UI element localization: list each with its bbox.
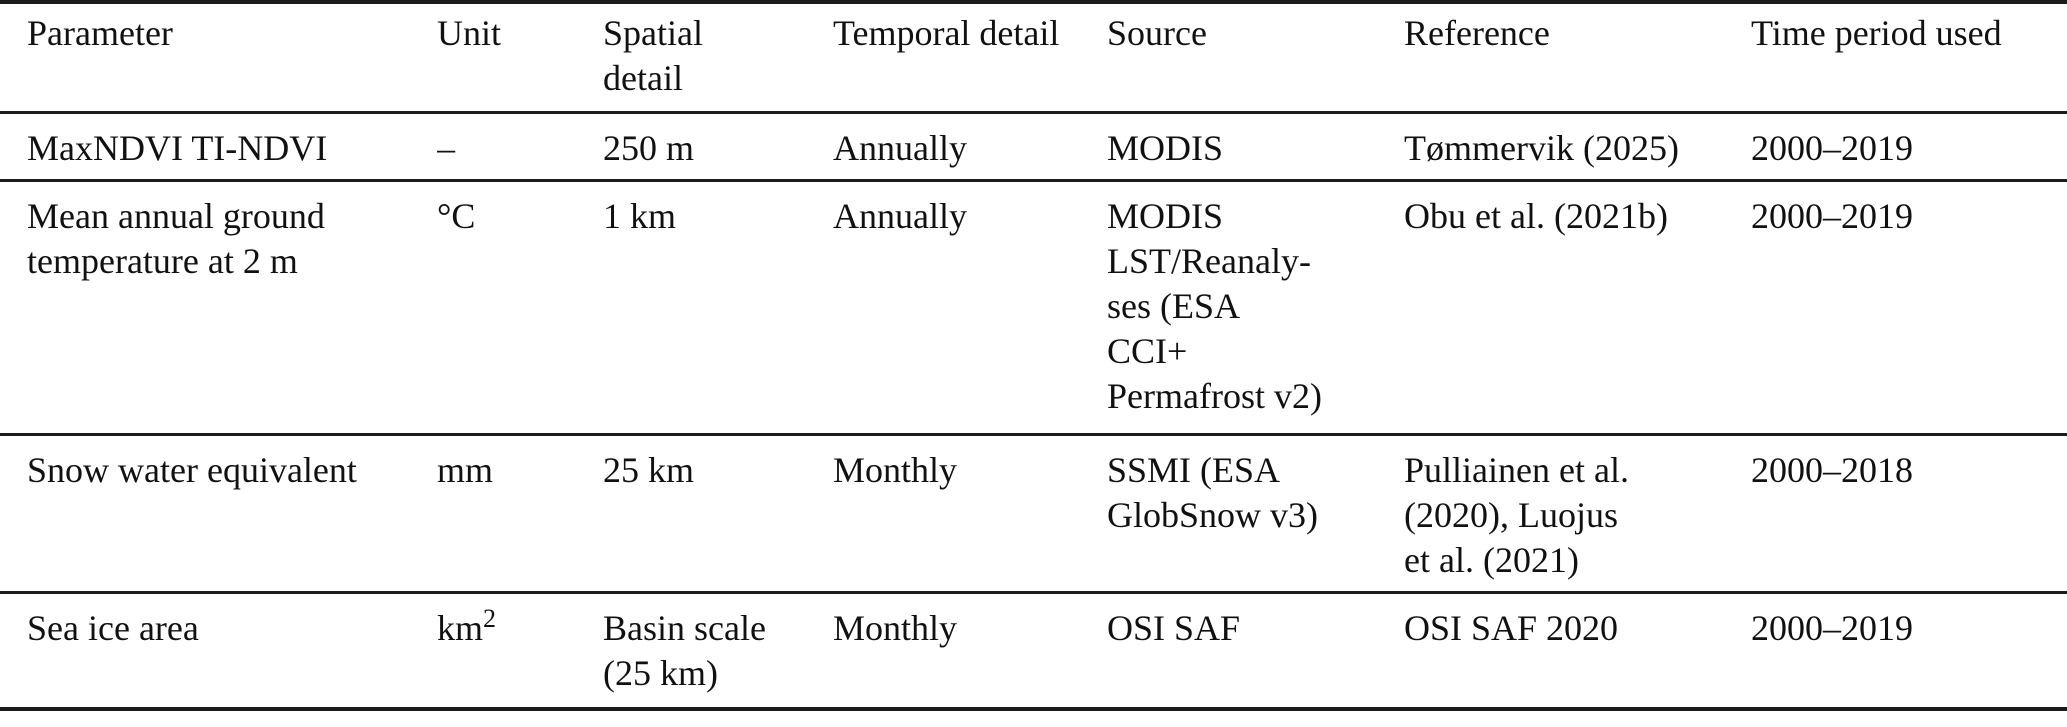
cell-source: OSI SAF <box>1107 607 1241 648</box>
cell-spatial: 25 km <box>603 449 695 490</box>
table-header-row: Parameter Unit Spatial detail Temporal d… <box>0 2 2067 112</box>
cell-unit: km2 <box>437 592 603 709</box>
cell-source: MODIS <box>1107 127 1224 168</box>
column-header-source: Source <box>1107 13 1207 53</box>
cell-temporal: Monthly <box>833 607 958 648</box>
cell-spatial: 1 km <box>603 195 677 236</box>
cell-parameter: MaxNDVI TI-NDVI <box>27 127 328 168</box>
column-header-unit: Unit <box>437 13 502 53</box>
cell-spatial: 250 m <box>603 127 695 168</box>
cell-reference: Obu et al. (2021b) <box>1404 195 1668 236</box>
cell-time-period: 2000–2019 <box>1751 195 1913 236</box>
parameters-table: Parameter Unit Spatial detail Temporal d… <box>0 0 2067 711</box>
column-header-reference: Reference <box>1404 13 1550 53</box>
column-header-spatial: Spatial detail <box>603 13 703 98</box>
table-row-ground-temperature: Mean annual ground temperature at 2 m °C… <box>0 180 2067 434</box>
cell-unit: mm <box>437 449 494 490</box>
cell-reference: Tømmervik (2025) <box>1404 127 1679 168</box>
column-header-time-period: Time period used <box>1751 13 2002 53</box>
cell-time-period: 2000–2018 <box>1751 449 1913 490</box>
cell-parameter: Mean annual ground temperature at 2 m <box>27 195 325 281</box>
table-row-snow-water-equivalent: Snow water equivalent mm 25 km Monthly S… <box>0 434 2067 592</box>
cell-temporal: Annually <box>833 195 967 236</box>
column-header-parameter: Parameter <box>27 13 173 53</box>
cell-reference: Pulliainen et al. (2020), Luojus et al. … <box>1404 449 1629 580</box>
cell-unit: – <box>437 127 455 168</box>
unit-base: km <box>437 607 484 648</box>
cell-unit: °C <box>437 195 476 236</box>
unit-superscript: 2 <box>483 603 497 633</box>
cell-source: SSMI (ESA GlobSnow v3) <box>1107 449 1319 535</box>
cell-time-period: 2000–2019 <box>1751 607 1913 648</box>
cell-spatial: Basin scale (25 km) <box>603 607 766 693</box>
cell-temporal: Annually <box>833 127 967 168</box>
column-header-temporal: Temporal detail <box>833 13 1060 53</box>
cell-parameter: Sea ice area <box>27 607 199 648</box>
cell-parameter: Snow water equivalent <box>27 449 357 490</box>
table-row-maxndvi: MaxNDVI TI-NDVI – 250 m Annually MODIS T… <box>0 112 2067 180</box>
cell-source: MODIS LST/Reanaly- ses (ESA CCI+ Permafr… <box>1107 195 1322 416</box>
cell-temporal: Monthly <box>833 449 958 490</box>
cell-time-period: 2000–2019 <box>1751 127 1913 168</box>
table-row-sea-ice-area: Sea ice area km2 Basin scale (25 km) Mon… <box>0 592 2067 709</box>
cell-reference: OSI SAF 2020 <box>1404 607 1619 648</box>
